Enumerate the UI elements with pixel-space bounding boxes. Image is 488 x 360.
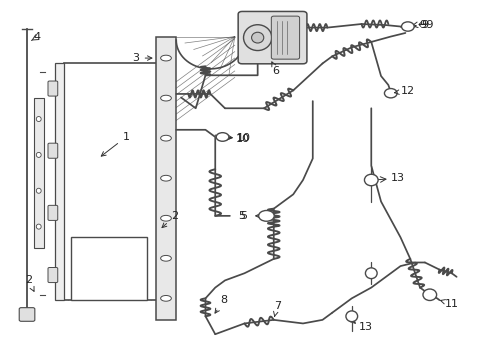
Ellipse shape bbox=[243, 25, 271, 50]
Text: ←9: ←9 bbox=[417, 20, 433, 30]
Text: 8: 8 bbox=[215, 295, 227, 313]
Ellipse shape bbox=[364, 174, 377, 186]
Ellipse shape bbox=[160, 296, 171, 301]
Ellipse shape bbox=[251, 32, 263, 43]
FancyBboxPatch shape bbox=[19, 308, 35, 321]
Text: 10: 10 bbox=[235, 134, 249, 144]
FancyBboxPatch shape bbox=[238, 12, 306, 64]
Text: 13: 13 bbox=[358, 322, 372, 332]
FancyBboxPatch shape bbox=[48, 205, 58, 220]
Text: 10: 10 bbox=[237, 133, 251, 143]
Text: 1: 1 bbox=[101, 132, 129, 156]
Text: 3: 3 bbox=[132, 53, 152, 63]
Ellipse shape bbox=[401, 22, 413, 31]
Ellipse shape bbox=[160, 215, 171, 221]
Text: 11: 11 bbox=[440, 299, 457, 309]
Text: 4: 4 bbox=[34, 32, 41, 41]
Ellipse shape bbox=[160, 95, 171, 101]
Ellipse shape bbox=[422, 289, 436, 301]
FancyBboxPatch shape bbox=[48, 267, 58, 283]
Text: 2: 2 bbox=[25, 275, 34, 291]
Ellipse shape bbox=[160, 55, 171, 61]
FancyBboxPatch shape bbox=[271, 16, 299, 59]
Text: 7: 7 bbox=[273, 301, 280, 316]
FancyBboxPatch shape bbox=[48, 81, 58, 96]
Ellipse shape bbox=[160, 256, 171, 261]
Text: 9: 9 bbox=[418, 20, 426, 30]
Text: 5: 5 bbox=[238, 211, 245, 221]
Text: 12: 12 bbox=[394, 86, 414, 96]
Ellipse shape bbox=[36, 117, 41, 122]
Bar bbox=[34, 98, 43, 248]
Text: 13: 13 bbox=[390, 173, 404, 183]
FancyBboxPatch shape bbox=[48, 143, 58, 158]
Ellipse shape bbox=[160, 135, 171, 141]
Text: 2: 2 bbox=[162, 211, 178, 228]
Ellipse shape bbox=[36, 152, 41, 157]
Text: 5: 5 bbox=[240, 211, 246, 221]
Ellipse shape bbox=[345, 311, 357, 321]
Ellipse shape bbox=[384, 89, 396, 98]
Ellipse shape bbox=[36, 188, 41, 193]
Bar bbox=[156, 37, 176, 320]
Bar bbox=[55, 63, 64, 300]
Bar bbox=[64, 63, 159, 300]
Bar bbox=[71, 237, 147, 300]
Ellipse shape bbox=[216, 133, 228, 141]
Ellipse shape bbox=[36, 224, 41, 229]
Text: 9: 9 bbox=[420, 20, 427, 30]
Ellipse shape bbox=[258, 211, 274, 221]
Text: 6: 6 bbox=[271, 62, 279, 76]
Ellipse shape bbox=[160, 175, 171, 181]
Ellipse shape bbox=[365, 268, 376, 279]
